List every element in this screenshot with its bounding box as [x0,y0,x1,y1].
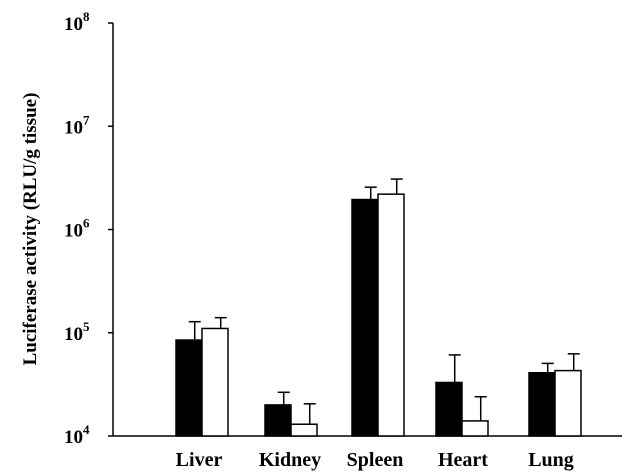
category-label-spleen: Spleen [347,449,404,471]
y-tick-label: 106 [64,216,90,242]
bar-kidney-s2 [290,423,318,437]
y-axis-title: Luciferase activity (RLU/g tissue) [20,93,41,366]
category-label-heart: Heart [438,449,488,471]
tick-exponent: 8 [83,9,90,24]
y-tick-label: 108 [64,9,90,35]
tick-base: 10 [64,117,83,138]
tick-base: 10 [64,14,83,35]
tick-base: 10 [64,324,83,345]
bar-spleen-s1 [351,198,379,437]
category-label-liver: Liver [176,449,223,471]
bar-spleen-s2 [377,193,405,437]
bar-liver-s2 [201,327,229,437]
category-labels: Liver Kidney Spleen Heart Lung [176,449,574,471]
y-tick-label: 104 [64,422,90,448]
bar-lung-s1 [528,371,556,437]
bar-lung-s2 [554,369,582,437]
category-label-kidney: Kidney [259,449,321,471]
tick-exponent: 5 [83,319,90,334]
category-label-lung: Lung [528,449,574,471]
tick-base: 10 [64,427,83,448]
tick-base: 10 [64,221,83,242]
tick-exponent: 4 [83,422,90,437]
bar-heart-s2 [461,420,489,437]
bar-liver-s1 [175,339,203,437]
y-tick-label: 105 [64,319,90,345]
bars [175,178,582,437]
tick-exponent: 7 [83,112,90,127]
bar-heart-s1 [435,381,463,437]
y-tick-label: 107 [64,112,90,138]
tick-exponent: 6 [83,216,90,231]
bar-kidney-s1 [264,404,292,437]
